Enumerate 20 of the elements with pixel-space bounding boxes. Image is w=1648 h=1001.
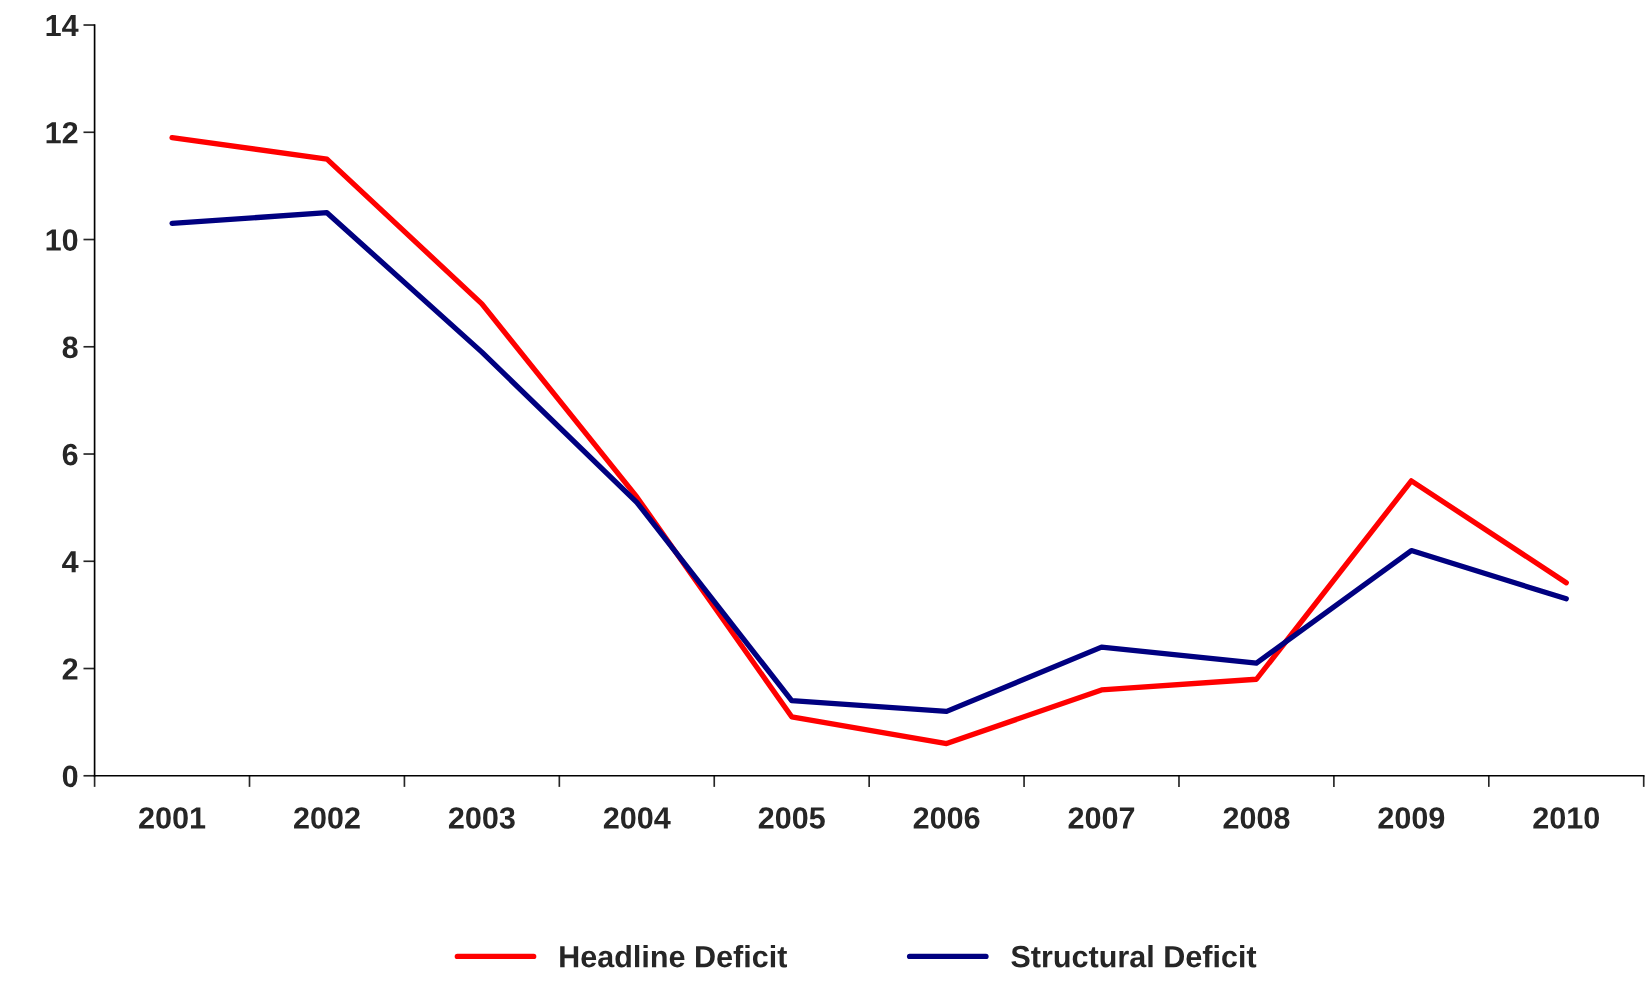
y-tick-label: 10 [46,229,78,251]
y-tick-label: 14 [46,15,79,37]
x-tick-label: 2005 [758,807,825,829]
x-tick-label: 2008 [1223,807,1290,829]
x-tick-label: 2003 [448,807,515,829]
x-tick-label: 2010 [1533,807,1599,829]
y-tick-label: 12 [46,122,78,144]
legend-label: Structural Deficit [1011,945,1257,968]
x-tick-label: 2001 [139,807,206,829]
y-tick-label: 0 [62,765,78,788]
x-tick-label: 2006 [913,807,980,829]
y-tick-label: 8 [62,336,78,359]
x-tick-label: 2002 [294,807,360,829]
x-tick-label: 2004 [603,807,671,829]
x-tick-label: 2007 [1068,807,1135,829]
y-tick-label: 6 [62,443,78,466]
y-tick-label: 2 [62,658,78,680]
y-tick-label: 4 [62,551,79,573]
legend-label: Headline Deficit [560,945,788,968]
x-tick-label: 2009 [1378,807,1445,829]
